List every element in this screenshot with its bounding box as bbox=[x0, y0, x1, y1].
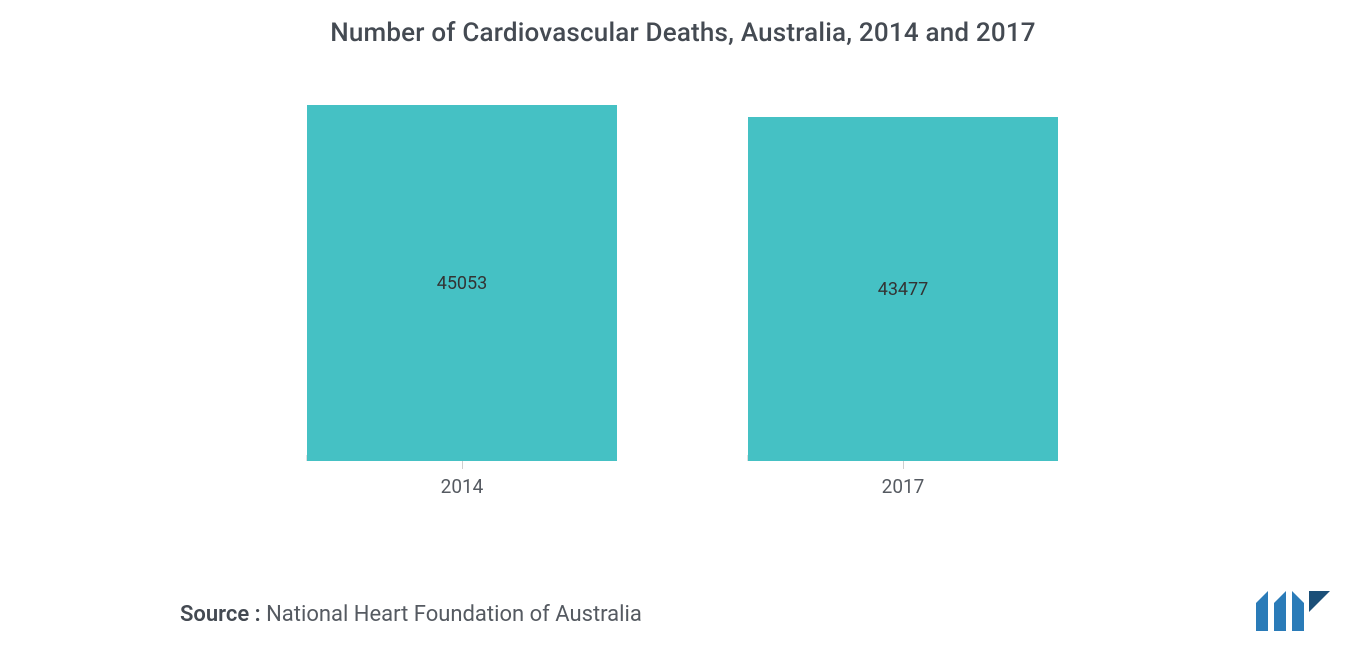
bar-group-2014: 45053 2014 bbox=[307, 105, 617, 461]
chart-title: Number of Cardiovascular Deaths, Austral… bbox=[0, 0, 1366, 48]
bar-2014: 45053 bbox=[307, 105, 617, 461]
bar-2017: 43477 bbox=[748, 117, 1058, 461]
bar-chart: 45053 2014 43477 2017 bbox=[155, 92, 1211, 462]
source-attribution: Source : National Heart Foundation of Au… bbox=[180, 602, 642, 627]
bar-value-label: 43477 bbox=[878, 279, 929, 300]
x-axis-label: 2017 bbox=[748, 461, 1058, 498]
source-text: National Heart Foundation of Australia bbox=[266, 602, 642, 627]
x-axis-label: 2014 bbox=[307, 461, 617, 498]
bar-group-2017: 43477 2017 bbox=[748, 117, 1058, 461]
source-label: Source : bbox=[180, 602, 266, 627]
mordor-intelligence-logo-icon bbox=[1254, 589, 1332, 637]
bar-value-label: 45053 bbox=[437, 273, 488, 294]
